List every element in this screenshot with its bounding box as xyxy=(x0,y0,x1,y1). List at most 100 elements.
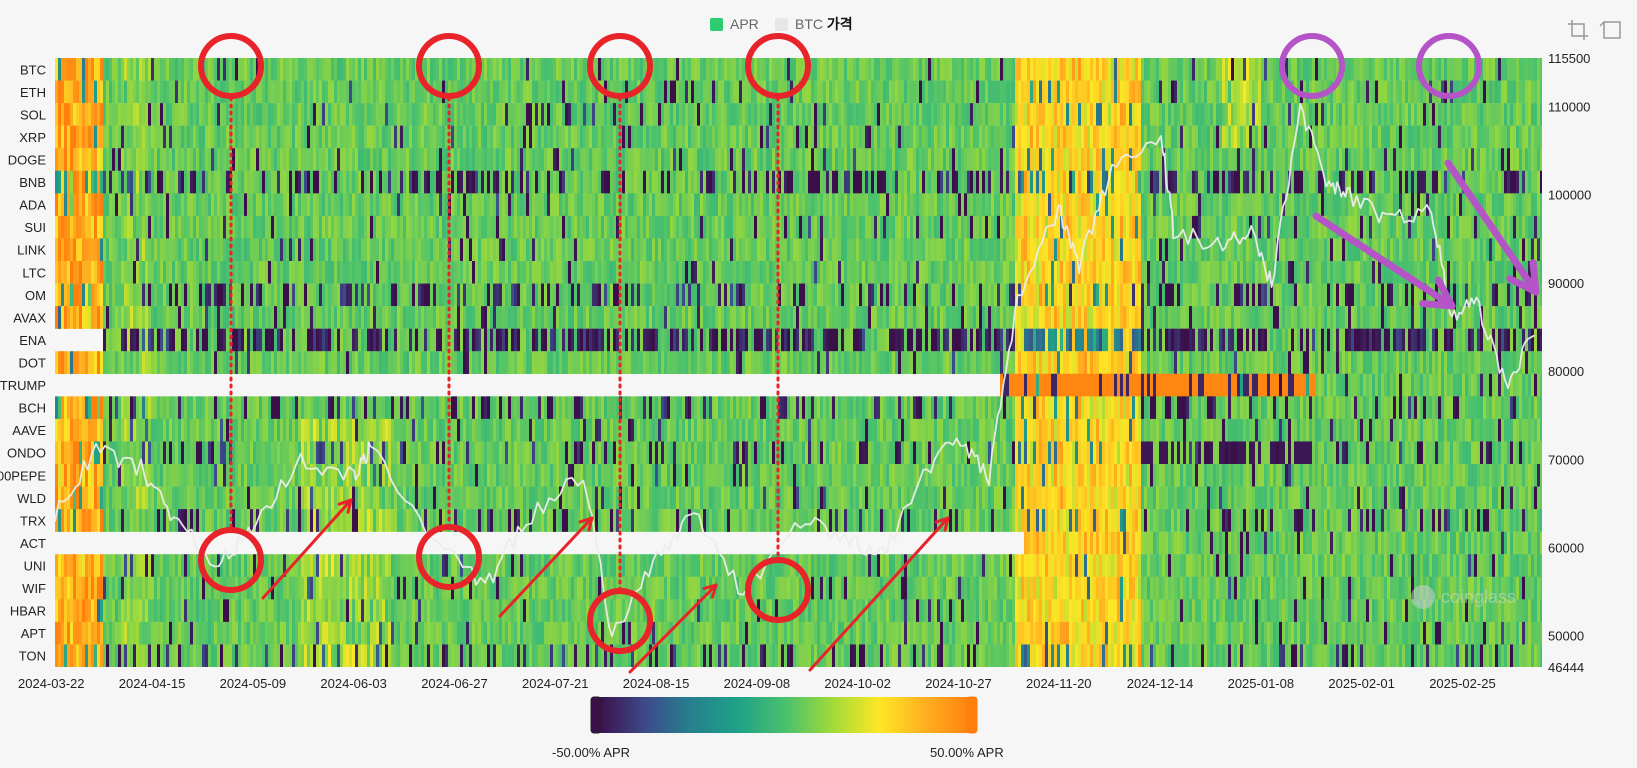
heatmap-cell[interactable] xyxy=(1129,58,1132,81)
heatmap-cell[interactable] xyxy=(613,103,616,126)
heatmap-cell[interactable] xyxy=(835,261,838,284)
heatmap-cell[interactable] xyxy=(340,261,343,284)
heatmap-cell[interactable] xyxy=(88,81,91,104)
heatmap-cell[interactable] xyxy=(1348,261,1351,284)
heatmap-cell[interactable] xyxy=(550,193,553,216)
heatmap-cell[interactable] xyxy=(538,171,541,194)
heatmap-cell[interactable] xyxy=(316,58,319,81)
heatmap-cell[interactable] xyxy=(607,103,610,126)
heatmap-cell[interactable] xyxy=(1084,103,1087,126)
heatmap-cell[interactable] xyxy=(1534,216,1537,239)
heatmap-cell[interactable] xyxy=(1126,81,1129,104)
heatmap-cell[interactable] xyxy=(127,58,130,81)
heatmap-cell[interactable] xyxy=(358,216,361,239)
heatmap-cell[interactable] xyxy=(361,148,364,171)
heatmap-cell[interactable] xyxy=(1366,103,1369,126)
heatmap-cell[interactable] xyxy=(145,193,148,216)
heatmap-cell[interactable] xyxy=(532,81,535,104)
heatmap-cell[interactable] xyxy=(1399,81,1402,104)
heatmap-cell[interactable] xyxy=(709,193,712,216)
heatmap-cell[interactable] xyxy=(394,58,397,81)
heatmap-cell[interactable] xyxy=(274,193,277,216)
heatmap-cell[interactable] xyxy=(1168,81,1171,104)
heatmap-cell[interactable] xyxy=(946,126,949,149)
heatmap-cell[interactable] xyxy=(694,148,697,171)
heatmap-cell[interactable] xyxy=(256,193,259,216)
heatmap-cell[interactable] xyxy=(598,103,601,126)
heatmap-cell[interactable] xyxy=(1504,171,1507,194)
heatmap-cell[interactable] xyxy=(1486,103,1489,126)
heatmap-cell[interactable] xyxy=(1003,261,1006,284)
heatmap-cell[interactable] xyxy=(991,126,994,149)
heatmap-cell[interactable] xyxy=(895,81,898,104)
heatmap-cell[interactable] xyxy=(733,171,736,194)
heatmap-cell[interactable] xyxy=(640,193,643,216)
heatmap-cell[interactable] xyxy=(940,261,943,284)
heatmap-cell[interactable] xyxy=(715,148,718,171)
heatmap-cell[interactable] xyxy=(178,193,181,216)
heatmap-cell[interactable] xyxy=(991,216,994,239)
heatmap-cell[interactable] xyxy=(208,126,211,149)
heatmap-cell[interactable] xyxy=(283,126,286,149)
heatmap-cell[interactable] xyxy=(124,148,127,171)
heatmap-cell[interactable] xyxy=(490,261,493,284)
heatmap-cell[interactable] xyxy=(1306,81,1309,104)
heatmap-cell[interactable] xyxy=(256,261,259,284)
heatmap-cell[interactable] xyxy=(712,261,715,284)
heatmap-cell[interactable] xyxy=(514,81,517,104)
heatmap-cell[interactable] xyxy=(886,148,889,171)
heatmap-cell[interactable] xyxy=(205,193,208,216)
heatmap-cell[interactable] xyxy=(388,103,391,126)
heatmap-cell[interactable] xyxy=(1063,126,1066,149)
heatmap-cell[interactable] xyxy=(1318,261,1321,284)
heatmap-cell[interactable] xyxy=(556,238,559,261)
heatmap-cell[interactable] xyxy=(394,126,397,149)
heatmap-cell[interactable] xyxy=(1033,126,1036,149)
heatmap-cell[interactable] xyxy=(982,148,985,171)
heatmap-cell[interactable] xyxy=(1387,126,1390,149)
heatmap-cell[interactable] xyxy=(1261,103,1264,126)
heatmap-cell[interactable] xyxy=(289,148,292,171)
heatmap-cell[interactable] xyxy=(805,238,808,261)
heatmap-cell[interactable] xyxy=(73,261,76,284)
heatmap-cell[interactable] xyxy=(487,103,490,126)
heatmap-cell[interactable] xyxy=(1519,81,1522,104)
heatmap-cell[interactable] xyxy=(1252,238,1255,261)
heatmap-cell[interactable] xyxy=(274,58,277,81)
heatmap-cell[interactable] xyxy=(1090,261,1093,284)
heatmap-cell[interactable] xyxy=(1381,58,1384,81)
heatmap-cell[interactable] xyxy=(1012,261,1015,284)
heatmap-cell[interactable] xyxy=(181,261,184,284)
heatmap-cell[interactable] xyxy=(295,171,298,194)
heatmap-cell[interactable] xyxy=(961,171,964,194)
heatmap-cell[interactable] xyxy=(1318,171,1321,194)
heatmap-cell[interactable] xyxy=(934,126,937,149)
heatmap-cell[interactable] xyxy=(136,103,139,126)
heatmap-cell[interactable] xyxy=(781,238,784,261)
heatmap-cell[interactable] xyxy=(160,171,163,194)
heatmap-cell[interactable] xyxy=(1420,216,1423,239)
heatmap-cell[interactable] xyxy=(904,216,907,239)
heatmap-cell[interactable] xyxy=(82,284,85,307)
heatmap-cell[interactable] xyxy=(1189,103,1192,126)
heatmap-cell[interactable] xyxy=(1411,238,1414,261)
heatmap-cell[interactable] xyxy=(382,261,385,284)
heatmap-cell[interactable] xyxy=(859,81,862,104)
heatmap-cell[interactable] xyxy=(1435,103,1438,126)
heatmap-cell[interactable] xyxy=(1309,193,1312,216)
heatmap-cell[interactable] xyxy=(1120,81,1123,104)
heatmap-cell[interactable] xyxy=(1534,238,1537,261)
heatmap-cell[interactable] xyxy=(835,81,838,104)
heatmap-cell[interactable] xyxy=(1132,216,1135,239)
heatmap-cell[interactable] xyxy=(391,81,394,104)
heatmap-cell[interactable] xyxy=(1030,148,1033,171)
heatmap-cell[interactable] xyxy=(196,148,199,171)
heatmap-cell[interactable] xyxy=(211,58,214,81)
heatmap-cell[interactable] xyxy=(595,148,598,171)
heatmap-cell[interactable] xyxy=(1408,216,1411,239)
heatmap-cell[interactable] xyxy=(1114,238,1117,261)
heatmap-cell[interactable] xyxy=(178,58,181,81)
heatmap-cell[interactable] xyxy=(499,238,502,261)
heatmap-cell[interactable] xyxy=(838,171,841,194)
heatmap-cell[interactable] xyxy=(454,126,457,149)
